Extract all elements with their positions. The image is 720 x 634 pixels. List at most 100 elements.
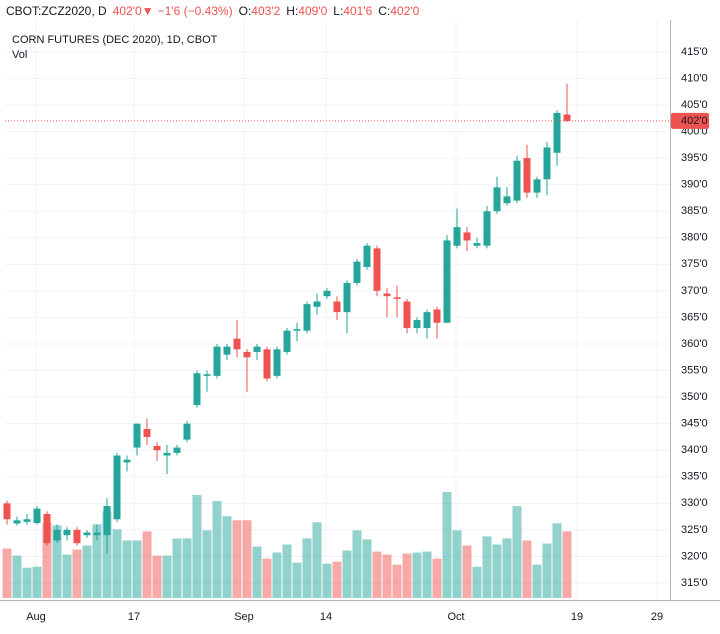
candle-body xyxy=(203,374,211,376)
volume-bar xyxy=(262,558,272,598)
candle-body xyxy=(513,160,521,201)
y-tick-label: 395'0 xyxy=(681,152,708,164)
ohlc-value: 409'0 xyxy=(298,4,327,18)
candle-body xyxy=(373,248,381,291)
volume-bar xyxy=(222,516,232,598)
candle-body xyxy=(303,304,311,331)
volume-bar xyxy=(252,546,262,598)
x-tick-label: 29 xyxy=(651,611,663,623)
volume-bar xyxy=(42,523,52,598)
candle-body xyxy=(143,428,151,437)
volume-bar xyxy=(382,554,392,598)
candle-body xyxy=(383,293,391,297)
y-tick-label: 385'0 xyxy=(681,205,708,217)
y-tick-label: 405'0 xyxy=(681,99,708,111)
ohlc-value: 403'2 xyxy=(251,4,280,18)
volume-bar xyxy=(502,538,512,598)
y-tick-label: 375'0 xyxy=(681,258,708,270)
volume-bar xyxy=(22,567,32,598)
volume-bar xyxy=(442,492,452,598)
volume-bar xyxy=(412,552,422,598)
ohlc: O:403'2 H:409'0 L:401'6 C:402'0 xyxy=(239,4,420,18)
candle-body xyxy=(313,301,321,307)
candle-body xyxy=(323,290,331,297)
volume-bar xyxy=(462,545,472,598)
candle-body xyxy=(153,445,161,451)
volume-bar xyxy=(312,522,322,598)
volume-bar xyxy=(362,539,372,598)
y-tick-label: 315'0 xyxy=(681,577,708,589)
candle-body xyxy=(163,452,171,456)
candle-body xyxy=(493,187,501,212)
candle-body xyxy=(183,423,191,440)
y-tick-label: 350'0 xyxy=(681,391,708,403)
candle-body xyxy=(23,519,31,522)
candles xyxy=(3,83,571,554)
volume-bar xyxy=(522,540,532,598)
volume-bar xyxy=(322,563,332,598)
candle-body xyxy=(363,245,371,267)
volume-bar xyxy=(112,529,122,598)
volume-bar xyxy=(12,555,22,598)
volume-bar xyxy=(532,564,542,598)
candle-body xyxy=(13,520,21,524)
y-tick-label: 410'0 xyxy=(681,72,708,84)
x-tick-label: Aug xyxy=(26,611,46,623)
volume-bar xyxy=(492,544,502,598)
volume-label: Vol xyxy=(12,49,27,61)
candle-body xyxy=(133,423,141,448)
candle-body xyxy=(483,211,491,246)
candle-body xyxy=(103,505,111,536)
candle-body xyxy=(523,158,531,193)
candle-body xyxy=(233,338,241,350)
ohlc-label: H: xyxy=(286,4,298,18)
down-arrow: ▼ xyxy=(142,4,154,18)
price: 402'0 xyxy=(113,4,142,18)
y-tick-label: 415'0 xyxy=(681,46,708,58)
candle-body xyxy=(393,297,401,299)
symbol: CBOT:ZCZ2020, D xyxy=(6,4,107,18)
candle-body xyxy=(3,503,11,520)
volume-bar xyxy=(292,562,302,598)
volume-bar xyxy=(302,538,312,598)
volume-bar xyxy=(2,548,12,598)
y-tick-label: 320'0 xyxy=(681,550,708,562)
candle-body xyxy=(33,508,41,523)
volume-bar xyxy=(152,555,162,598)
volume-bar xyxy=(402,553,412,598)
candle-body xyxy=(243,351,251,358)
volume-bar xyxy=(62,554,72,598)
y-tick-label: 390'0 xyxy=(681,179,708,191)
volume-bar xyxy=(102,511,112,598)
candle-body xyxy=(353,261,361,283)
candle-body xyxy=(123,459,131,463)
change: −1'6 (−0.43%) xyxy=(158,4,233,18)
volume-bar xyxy=(332,561,342,598)
volume-bar xyxy=(232,520,242,598)
volume-bar xyxy=(92,524,102,598)
axes: 315'0 320'0 325'0 330'0 335'0 340'0 345'0 350'0… xyxy=(5,46,709,623)
volume-bar xyxy=(372,551,382,598)
volume-bar xyxy=(192,495,202,598)
volume-bar xyxy=(132,540,142,598)
chart-title: CORN FUTURES (DEC 2020), 1D, CBOT xyxy=(12,34,218,46)
volume-bar xyxy=(352,530,362,598)
y-tick-label: 345'0 xyxy=(681,418,708,430)
volume-bar xyxy=(212,501,222,598)
volume-bar xyxy=(272,552,282,598)
candle-body xyxy=(53,529,61,541)
candle-body xyxy=(343,282,351,313)
candle-body xyxy=(443,240,451,323)
candle-body xyxy=(433,309,441,323)
y-tick-label: 355'0 xyxy=(681,364,708,376)
volume-bar xyxy=(552,523,562,598)
last-price-label: 402'0 xyxy=(681,115,708,127)
volume-bar xyxy=(82,545,92,598)
candle-body xyxy=(113,455,121,520)
x-tick-label: 14 xyxy=(320,611,332,623)
candle-body xyxy=(473,243,481,246)
candle-body xyxy=(93,532,101,536)
candle-body xyxy=(543,147,551,180)
candle-body xyxy=(293,329,301,331)
